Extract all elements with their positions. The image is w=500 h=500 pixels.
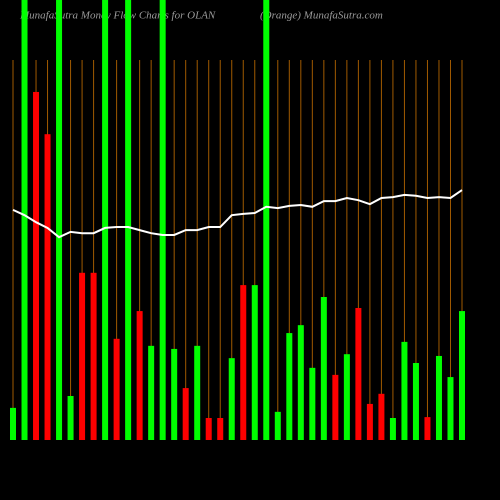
bar (343, 354, 350, 440)
bar (286, 333, 293, 440)
bar (194, 345, 201, 440)
bar (90, 272, 97, 440)
bar (435, 355, 442, 440)
bar (182, 388, 189, 440)
bar (447, 377, 454, 440)
bar (79, 272, 86, 440)
chart-subtitle: (Orange) MunafaSutra.com (260, 10, 383, 22)
bar (67, 396, 74, 440)
bar (424, 417, 431, 440)
bar (113, 338, 120, 440)
bar (332, 374, 339, 440)
bar (320, 297, 327, 440)
bar (205, 418, 212, 440)
bar (240, 285, 247, 440)
bar (412, 363, 419, 440)
bar (21, 0, 28, 440)
flow-line (12, 189, 463, 239)
bar (171, 348, 178, 440)
bar (366, 403, 373, 440)
chart-title: MunafaSutra Money Flow Charts for OLAN (19, 10, 216, 22)
bar (263, 0, 270, 440)
bar (136, 311, 143, 440)
bar (56, 0, 63, 440)
bar (125, 0, 132, 440)
bar (102, 0, 109, 440)
bar (217, 418, 224, 440)
bar (389, 418, 396, 440)
bar (251, 285, 258, 440)
bar (159, 0, 166, 440)
bar (378, 393, 385, 440)
bar (274, 411, 281, 440)
bar (355, 308, 362, 440)
bar (459, 311, 465, 440)
bar (148, 345, 155, 440)
bar (309, 367, 316, 440)
bar (228, 358, 235, 440)
bar (297, 325, 304, 440)
bar (10, 407, 16, 440)
bar (401, 341, 408, 440)
bar (44, 134, 51, 440)
bar (33, 91, 40, 441)
